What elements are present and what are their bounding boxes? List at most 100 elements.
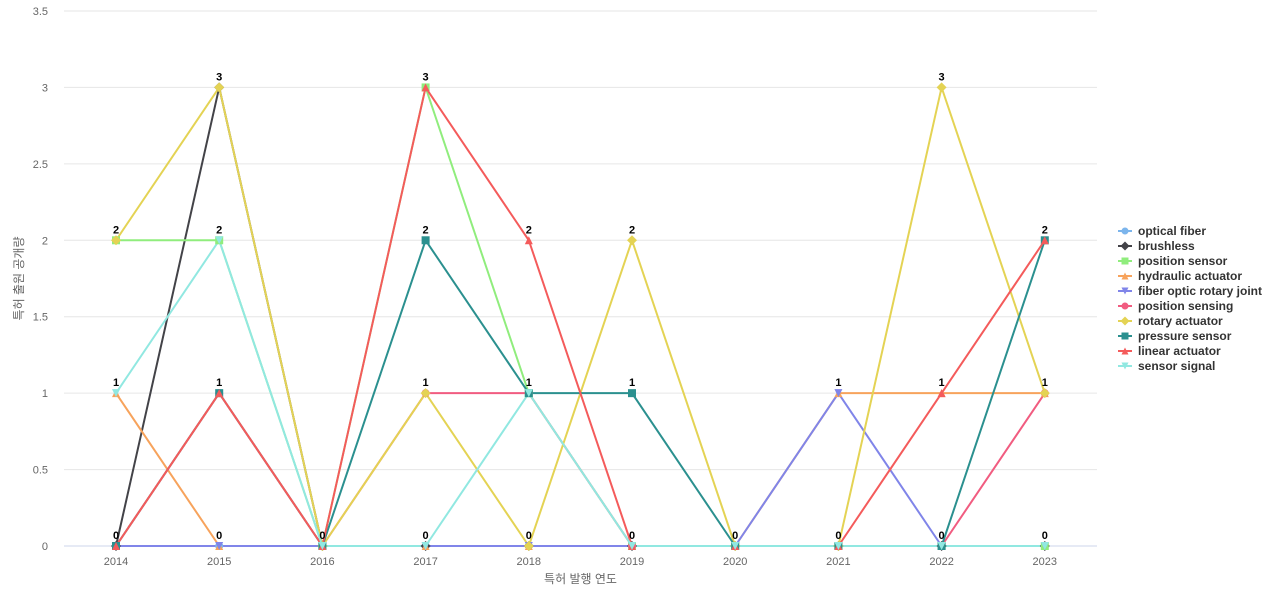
data-point [1040, 542, 1049, 550]
data-point [215, 389, 224, 398]
data-label: 0 [526, 530, 532, 542]
data-label: 0 [423, 530, 429, 542]
y-axis-ticks: 0 0.5 1 1.5 2 2.5 3 3.5 [33, 6, 48, 553]
x-tick-label: 2023 [1033, 556, 1057, 568]
data-label: 2 [1042, 224, 1048, 236]
x-tick-label: 2017 [413, 556, 437, 568]
series-line [115, 86, 1046, 547]
data-label: 1 [526, 377, 532, 389]
legend-marker [1121, 362, 1129, 370]
x-tick-label: 2015 [207, 556, 231, 568]
data-point [421, 542, 430, 550]
legend-label: position sensing [1138, 299, 1233, 313]
x-tick-label: 2022 [929, 556, 953, 568]
data-point [421, 236, 430, 245]
y-tick-label: 2 [42, 235, 48, 247]
data-point [731, 542, 740, 550]
data-label: 2 [629, 224, 635, 236]
legend-marker [1121, 227, 1129, 235]
data-label: 1 [216, 377, 222, 389]
x-tick-label: 2016 [310, 556, 334, 568]
data-label: 0 [216, 530, 222, 542]
data-label: 1 [423, 377, 429, 389]
data-point [111, 235, 121, 246]
data-point [628, 389, 636, 398]
data-label: 0 [835, 530, 841, 542]
legend-item[interactable]: rotary actuator [1118, 314, 1223, 328]
x-tick-label: 2014 [104, 556, 128, 568]
y-axis-title: 특허 출원 공개량 [12, 237, 26, 321]
data-point [937, 389, 946, 398]
data-point [937, 542, 946, 550]
data-label: 1 [1042, 377, 1048, 389]
data-label: 0 [939, 530, 945, 542]
data-label: 2 [526, 224, 532, 236]
data-point [112, 542, 120, 550]
legend-marker [1120, 316, 1130, 326]
legend-marker [1121, 347, 1129, 355]
data-point [112, 389, 120, 398]
data-label: 0 [113, 530, 119, 542]
legend-item[interactable]: linear actuator [1118, 344, 1221, 358]
x-tick-label: 2018 [517, 556, 541, 568]
legend-label: hydraulic actuator [1138, 269, 1242, 283]
data-point [1039, 388, 1050, 399]
data-label: 3 [939, 71, 945, 83]
legend-item[interactable]: position sensing [1118, 299, 1233, 313]
data-label: 1 [629, 377, 635, 389]
legend-item[interactable]: hydraulic actuator [1118, 269, 1242, 283]
data-point [834, 542, 843, 550]
data-label: 1 [939, 377, 945, 389]
legend-marker [1121, 302, 1129, 310]
data-point [936, 82, 947, 93]
legend-item[interactable]: brushless [1118, 239, 1195, 253]
data-point [524, 389, 533, 398]
x-tick-label: 2019 [620, 556, 644, 568]
data-point [214, 82, 225, 93]
x-tick-label: 2021 [826, 556, 850, 568]
legend-item[interactable]: sensor signal [1118, 359, 1215, 373]
legend-item[interactable]: position sensor [1118, 254, 1228, 268]
legend-marker [1121, 257, 1129, 265]
legend-label: sensor signal [1138, 359, 1215, 373]
data-label: 0 [629, 530, 635, 542]
data-label: 1 [835, 377, 841, 389]
legend-label: fiber optic rotary joint [1138, 284, 1262, 298]
y-tick-label: 1.5 [33, 312, 48, 324]
legend-label: rotary actuator [1138, 314, 1223, 328]
y-tick-label: 3.5 [33, 6, 48, 18]
legend-marker [1120, 241, 1130, 251]
data-point [1040, 236, 1049, 245]
data-labels: 2 1 0 3 2 1 0 0 3 2 1 0 2 1 0 2 1 0 0 1 0 3 1 0 2 1 0 [113, 71, 1048, 542]
data-label: 3 [216, 71, 222, 83]
legend-marker [1121, 272, 1129, 280]
series-markers [111, 82, 1050, 551]
data-label: 2 [423, 224, 429, 236]
data-label: 2 [216, 224, 222, 236]
legend-item[interactable]: fiber optic rotary joint [1118, 284, 1262, 298]
data-point [420, 388, 431, 399]
x-axis-title: 특허 발행 연도 [544, 571, 617, 586]
series-lines [115, 86, 1046, 547]
data-label: 3 [423, 71, 429, 83]
legend-label: pressure sensor [1138, 329, 1232, 343]
y-tick-label: 1 [42, 388, 48, 400]
data-point [318, 542, 327, 550]
legend-marker [1121, 332, 1129, 340]
data-label: 2 [113, 224, 119, 236]
legend-label: position sensor [1138, 254, 1228, 268]
data-point [421, 83, 430, 92]
series-line [115, 239, 1045, 547]
data-point [215, 542, 224, 550]
legend-item[interactable]: optical fiber [1118, 224, 1206, 238]
y-tick-label: 0.5 [33, 465, 48, 477]
x-axis-ticks: 2014 2015 2016 2017 2018 2019 2020 2021 2022 2023 [104, 556, 1057, 568]
legend-marker [1121, 287, 1129, 295]
legend-item[interactable]: pressure sensor [1118, 329, 1232, 343]
data-point [834, 389, 843, 398]
data-point [627, 235, 637, 246]
data-label: 0 [1042, 530, 1048, 542]
